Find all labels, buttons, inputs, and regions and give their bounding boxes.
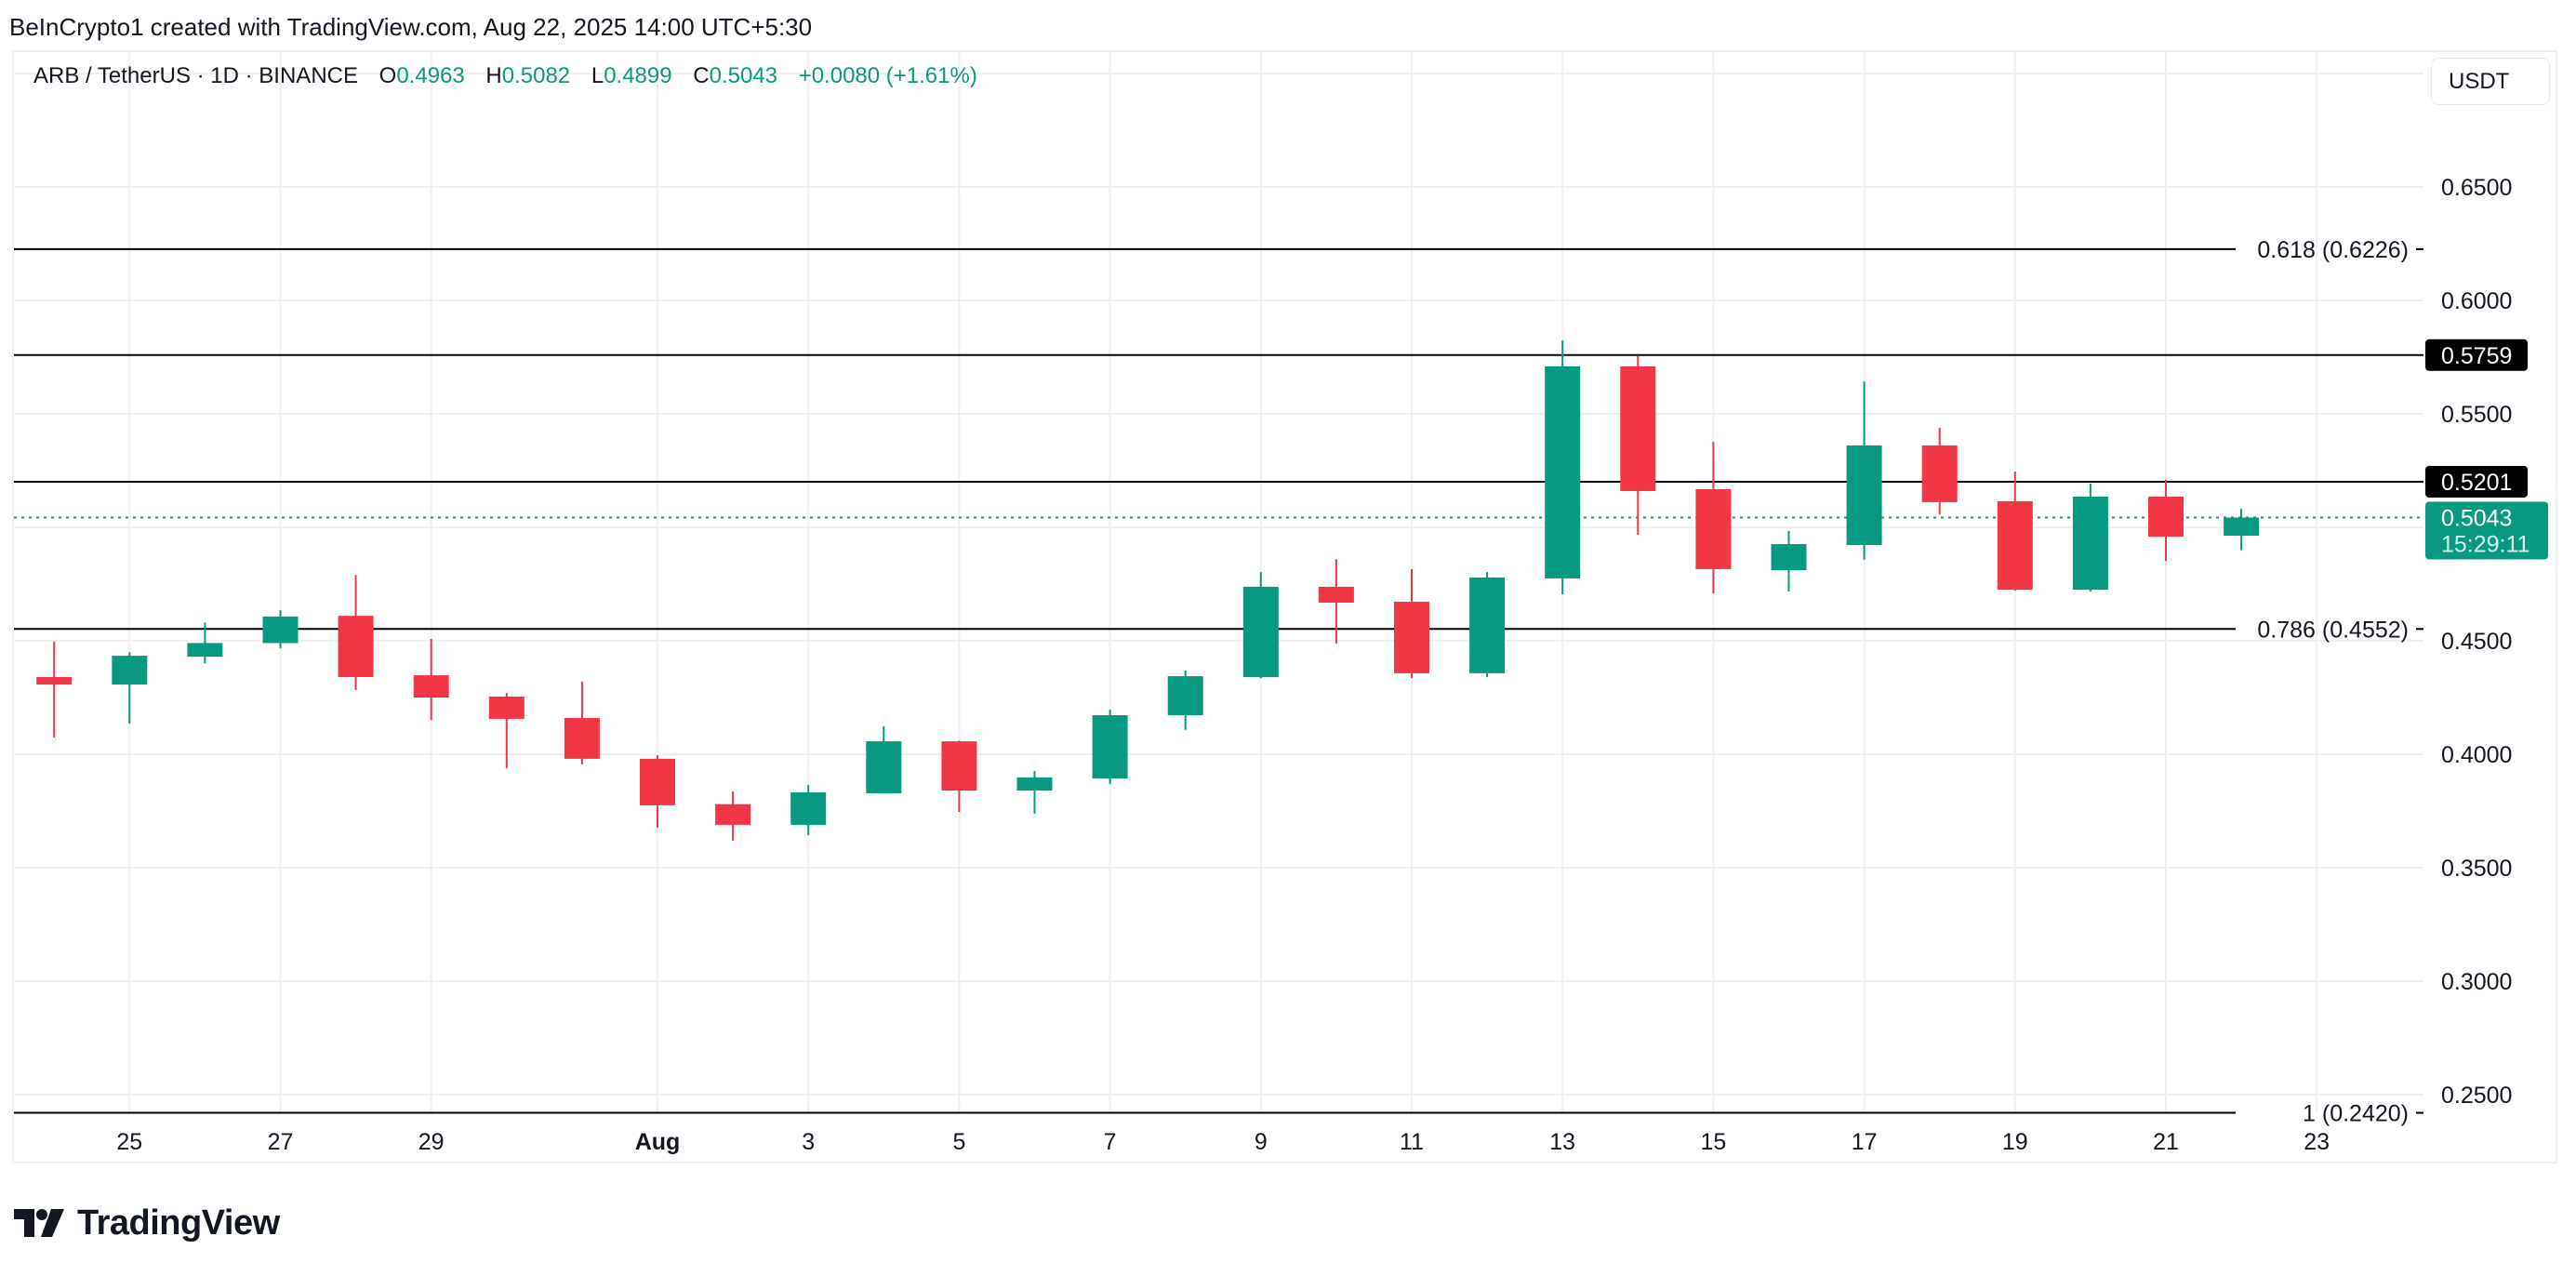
open-label: O — [378, 63, 397, 88]
time-tick-label: 29 — [418, 1129, 445, 1155]
candle-body-up — [2072, 497, 2108, 591]
countdown-label: 15:29:11 — [2441, 532, 2530, 558]
chart-credit: BeInCrypto1 created with TradingView.com… — [9, 13, 813, 41]
time-axis: 25 27 29 Aug 3 5 7 9 11 13 15 17 19 21 23 — [116, 1129, 2330, 1155]
time-tick-label: 19 — [2002, 1129, 2028, 1155]
price-axis: 0.2500 0.3000 0.3500 0.4000 0.4500 0.5500 0.60… — [2425, 175, 2548, 1109]
candle-body-up — [1846, 445, 1882, 546]
level-price-label: 0.5759 — [2441, 343, 2512, 369]
time-tick-label: 17 — [1852, 1129, 1878, 1155]
price-tick-label: 0.4500 — [2441, 629, 2512, 655]
candle-body-down — [338, 616, 374, 678]
candle-body-down — [413, 675, 449, 698]
price-tick-label: 0.6500 — [2441, 175, 2512, 201]
time-tick-label: 9 — [1255, 1129, 1268, 1155]
time-tick-label: 21 — [2153, 1129, 2179, 1155]
time-tick-label: 5 — [952, 1129, 965, 1155]
symbol-info: ARB / TetherUS · 1D · BINANCE — [33, 63, 358, 88]
low-value: 0.4899 — [604, 63, 672, 88]
time-tick-label: 27 — [268, 1129, 294, 1155]
candle-body-down — [564, 717, 600, 759]
time-tick-label: 3 — [802, 1129, 815, 1155]
time-tick-label: Aug — [635, 1129, 681, 1155]
candle-body-down — [1921, 445, 1958, 502]
fib-level-label: 0.618 (0.6226) — [2257, 237, 2409, 263]
symbol-legend: ARB / TetherUS · 1D · BINANCE O0.4963 H0… — [33, 63, 977, 89]
candle-body-down — [715, 804, 751, 825]
candle-body-down — [1318, 586, 1354, 604]
fib-level-label: 1 (0.2420) — [2303, 1101, 2409, 1127]
candle-body-up — [187, 643, 223, 658]
candles — [36, 339, 2260, 841]
candle-body-down — [36, 677, 73, 685]
candle-body-up — [866, 741, 902, 793]
open-value: 0.4963 — [396, 63, 465, 88]
time-tick-label: 13 — [1549, 1129, 1575, 1155]
candle-body-down — [2148, 497, 2184, 538]
chart-frame — [12, 50, 2557, 1163]
time-tick-label: 15 — [1700, 1129, 1726, 1155]
grid — [14, 52, 2423, 1112]
time-tick-label: 23 — [2304, 1129, 2330, 1155]
price-tick-label: 0.4000 — [2441, 742, 2512, 768]
candle-body-down — [1394, 602, 1429, 673]
tradingview-logo[interactable]: TradingView — [14, 1203, 280, 1243]
price-tick-label: 0.3500 — [2441, 856, 2512, 882]
close-value: 0.5043 — [709, 63, 778, 88]
last-price-box — [2425, 501, 2548, 560]
level-lines: 0.618 (0.6226) 0.786 (0.4552) 1 (0.2420) — [14, 237, 2423, 1127]
candle-body-up — [1771, 544, 1807, 571]
candle-body-up — [2224, 517, 2260, 537]
candle-body-up — [112, 656, 148, 685]
candle-body-up — [1092, 715, 1128, 779]
last-price-label: 0.5043 — [2441, 506, 2512, 532]
high-label: H — [485, 63, 502, 88]
high-value: 0.5082 — [501, 63, 571, 88]
time-tick-label: 7 — [1104, 1129, 1117, 1155]
low-label: L — [591, 63, 604, 88]
candle-body-up — [790, 791, 827, 825]
change-value: +0.0080 (+1.61%) — [798, 63, 977, 88]
candle-body-up — [1545, 366, 1581, 578]
time-tick-label: 25 — [116, 1129, 142, 1155]
candle-body-down — [1695, 489, 1732, 569]
fib-level-label: 0.786 (0.4552) — [2257, 617, 2409, 643]
price-tick-label: 0.3000 — [2441, 969, 2512, 995]
tradingview-logo-text: TradingView — [77, 1203, 280, 1243]
candle-body-down — [1620, 366, 1656, 491]
time-tick-label: 11 — [1400, 1129, 1424, 1155]
candle-body-up — [1469, 577, 1506, 673]
candle-body-up — [1167, 676, 1203, 716]
candle-body-up — [1016, 777, 1053, 791]
level-price-label: 0.5201 — [2441, 470, 2512, 496]
level-price-box — [2425, 465, 2528, 498]
price-tick-label: 0.6000 — [2441, 288, 2512, 314]
close-label: C — [693, 63, 710, 88]
candle-body-down — [640, 758, 675, 805]
currency-button[interactable]: USDT — [2431, 58, 2550, 105]
candle-body-up — [262, 616, 299, 644]
candle-body-down — [941, 741, 977, 791]
price-tick-label: 0.5500 — [2441, 402, 2512, 428]
tradingview-logo-icon — [14, 1208, 64, 1237]
candle-body-down — [1997, 500, 2033, 591]
price-tick-label: 0.2500 — [2441, 1083, 2512, 1109]
candle-body-down — [488, 697, 524, 719]
level-price-box — [2425, 339, 2528, 371]
candle-body-up — [1242, 586, 1279, 678]
